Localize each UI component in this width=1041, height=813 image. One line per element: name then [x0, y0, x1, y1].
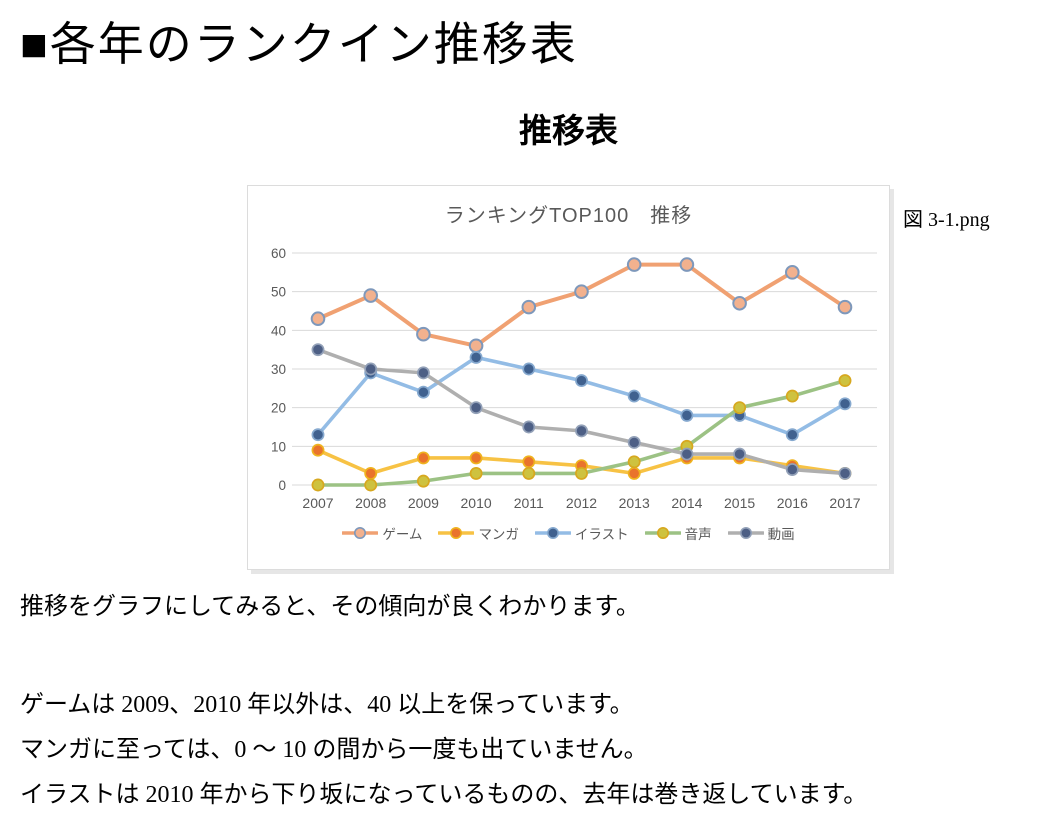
data-point — [416, 385, 430, 399]
data-point — [574, 284, 589, 299]
y-tick-label: 40 — [271, 323, 286, 338]
y-tick-label: 20 — [271, 401, 286, 416]
series-line-4 — [316, 347, 847, 476]
x-tick-label: 2009 — [408, 495, 439, 511]
data-point — [364, 478, 378, 492]
data-point — [838, 397, 852, 411]
data-point — [310, 311, 326, 327]
data-point — [364, 466, 378, 480]
legend-marker-icon — [644, 527, 681, 539]
x-tick-label: 2014 — [671, 495, 702, 511]
legend-label: 音声 — [684, 527, 712, 542]
x-tick-label: 2011 — [514, 495, 544, 511]
legend-label: マンガ — [478, 527, 519, 542]
data-point — [627, 466, 641, 480]
chart-legend: ゲーム マンガ イラスト 音声 動画 — [248, 523, 889, 543]
data-point — [522, 420, 536, 434]
data-point — [575, 466, 588, 480]
data-point — [416, 366, 430, 380]
data-point — [363, 288, 378, 303]
legend-item: マンガ — [438, 523, 519, 543]
legend-marker-icon — [342, 527, 379, 539]
data-point — [311, 343, 325, 357]
data-point — [416, 326, 431, 342]
data-point — [626, 257, 642, 272]
data-point — [680, 408, 694, 422]
x-tick-label: 2008 — [355, 495, 386, 511]
paragraph-illust: イラストは 2010 年から下り坂になっているものの、去年は巻き返しています。 — [20, 782, 868, 808]
data-point — [838, 374, 852, 388]
data-point — [468, 338, 484, 354]
data-point — [522, 455, 536, 469]
y-tick-label: 10 — [271, 439, 286, 454]
data-point — [575, 424, 588, 438]
legend-item: イラスト — [534, 523, 629, 543]
x-tick-label: 2010 — [461, 495, 492, 511]
y-tick-label: 60 — [271, 246, 286, 261]
data-point — [627, 455, 641, 469]
data-point — [785, 389, 799, 403]
chart-section-heading: 推移表 — [519, 114, 618, 150]
x-tick-label: 2017 — [829, 495, 860, 511]
data-point — [311, 428, 325, 442]
x-tick-label: 2007 — [302, 495, 333, 511]
data-point — [469, 350, 483, 364]
data-point — [416, 474, 430, 488]
chart-title: ランキングTOP100 推移 — [444, 205, 693, 227]
data-point — [522, 362, 536, 376]
x-tick-label: 2013 — [619, 495, 650, 511]
paragraph-game: ゲームは 2009、2010 年以外は、40 以上を保っています。 — [20, 692, 634, 718]
data-point — [627, 436, 641, 449]
legend-marker-icon — [534, 527, 571, 539]
data-point — [679, 257, 695, 272]
series-line-0 — [316, 262, 847, 348]
legend-label: イラスト — [574, 527, 629, 542]
data-point — [521, 299, 537, 315]
data-point — [469, 466, 483, 480]
data-point — [311, 478, 325, 492]
data-point — [469, 401, 483, 415]
data-point — [575, 374, 588, 388]
paragraph-manga: マンガに至っては、0 ～ 10 の間から一度も出ていません。 — [20, 737, 648, 763]
data-point — [785, 428, 799, 442]
data-point — [732, 295, 747, 311]
x-tick-label: 2016 — [777, 495, 808, 511]
legend-item: 動画 — [727, 523, 795, 543]
y-tick-label: 0 — [278, 478, 286, 493]
data-point — [785, 463, 799, 476]
page-title: ■各年のランクイン推移表 — [20, 19, 578, 70]
data-point — [469, 451, 483, 465]
legend-label: 動画 — [767, 527, 795, 542]
data-point — [733, 447, 747, 461]
data-point — [733, 401, 747, 415]
ranking-trend-chart: 0 10 20 30 40 50 60 2007 2008 2009 2010 2011 2012 201… — [247, 185, 890, 570]
data-point — [522, 466, 536, 480]
legend-label: ゲーム — [382, 527, 423, 542]
data-point — [311, 443, 325, 457]
data-point — [364, 362, 378, 376]
data-point — [416, 451, 430, 465]
x-tick-label: 2015 — [724, 495, 755, 511]
data-point — [627, 389, 641, 403]
y-tick-label: 30 — [271, 362, 286, 377]
data-point — [837, 299, 853, 315]
legend-marker-icon — [727, 527, 764, 539]
y-tick-label: 50 — [271, 285, 286, 300]
data-point — [785, 265, 800, 280]
data-point — [680, 447, 694, 461]
legend-item: 音声 — [644, 523, 712, 543]
legend-item: ゲーム — [342, 523, 422, 543]
x-tick-label: 2012 — [566, 495, 597, 511]
data-point — [838, 466, 852, 480]
chart-plot-area: 0 10 20 30 40 50 60 2007 2008 2009 2010 2011 2012 201… — [271, 246, 877, 511]
paragraph-intro: 推移をグラフにしてみると、その傾向が良くわかります。 — [20, 594, 640, 620]
figure-caption: 図 3-1.png — [903, 209, 990, 231]
legend-marker-icon — [438, 527, 475, 539]
